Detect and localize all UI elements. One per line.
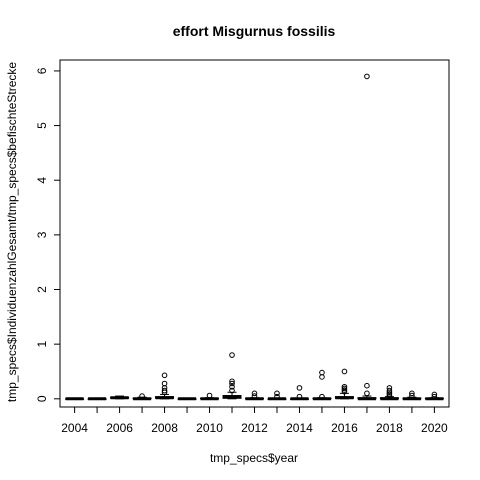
outlier-point (229, 352, 235, 358)
y-tick-label: 4 (35, 177, 49, 184)
outlier-point (431, 393, 438, 400)
box-2004 (65, 397, 85, 401)
outlier-point (296, 385, 303, 391)
outlier-point (386, 385, 393, 391)
y-tick-label: 5 (35, 122, 49, 129)
box-2005 (87, 397, 107, 401)
box-2017 (357, 73, 377, 401)
box-2013 (267, 390, 287, 401)
x-tick-label: 2014 (286, 421, 313, 435)
outlier-point (341, 387, 348, 393)
box-2009 (177, 397, 197, 401)
y-tick-label: 3 (35, 231, 49, 238)
outlier-point (161, 372, 168, 379)
box-2020 (424, 391, 444, 401)
outlier-point (229, 378, 235, 385)
outlier-point (364, 390, 370, 397)
outlier-point (206, 392, 213, 399)
outlier-point (229, 380, 235, 387)
x-tick-label: 2020 (421, 421, 448, 435)
y-tick-label: 2 (35, 286, 49, 293)
outlier-point (274, 393, 280, 400)
x-tick-label: 2008 (151, 421, 178, 435)
y-axis: 0 1 2 3 4 5 6 (35, 67, 61, 402)
y-tick-label: 6 (35, 67, 49, 74)
outlier-point (386, 387, 393, 394)
outlier-point (251, 390, 258, 397)
y-tick-label: 0 (35, 395, 49, 402)
x-axis-label: tmp_specs$year (210, 451, 298, 465)
box-2010 (200, 392, 220, 401)
outlier-point (274, 390, 280, 397)
outlier-point (364, 73, 370, 80)
outlier-point (161, 380, 168, 387)
x-tick-label: 2012 (241, 421, 268, 435)
outlier-point (319, 393, 325, 400)
outlier-point (364, 382, 370, 389)
outlier-point (229, 383, 235, 390)
x-tick-label: 2004 (61, 421, 88, 435)
boxes-layer (65, 73, 444, 401)
outlier-point (161, 387, 168, 394)
outlier-point (341, 385, 348, 392)
box-2012 (245, 390, 264, 401)
x-tick-label: 2016 (331, 421, 358, 435)
outlier-point (229, 387, 235, 394)
y-axis-label: tmp_specs$IndividuenzahlGesamt/tmp_specs… (5, 62, 19, 403)
box-2006 (110, 395, 130, 400)
outlier-point (139, 393, 145, 399)
chart-title: effort Misgurnus fossilis (173, 23, 336, 39)
box-2014 (289, 385, 309, 401)
x-tick-label: 2006 (106, 421, 133, 435)
box-2019 (402, 390, 422, 401)
outlier-point (341, 368, 348, 375)
outlier-point (386, 391, 393, 397)
outlier-point (341, 383, 348, 390)
outlier-point (296, 393, 303, 400)
x-tick-label: 2018 (376, 421, 403, 435)
x-axis: 2004 2006 2008 2010 2012 2014 2016 2018 2020 (61, 406, 448, 435)
box-2008 (155, 372, 175, 400)
box-2011 (222, 352, 242, 400)
y-tick-label: 1 (35, 341, 49, 348)
outlier-point (431, 391, 438, 398)
box-2015 (312, 369, 332, 401)
outlier-point (251, 393, 258, 399)
outlier-point (409, 392, 415, 399)
box-2018 (379, 385, 399, 401)
box-2007 (132, 393, 152, 401)
box-2016 (334, 368, 354, 400)
x-tick-label: 2010 (196, 421, 223, 435)
outlier-point (409, 390, 415, 397)
outlier-point (319, 369, 325, 376)
